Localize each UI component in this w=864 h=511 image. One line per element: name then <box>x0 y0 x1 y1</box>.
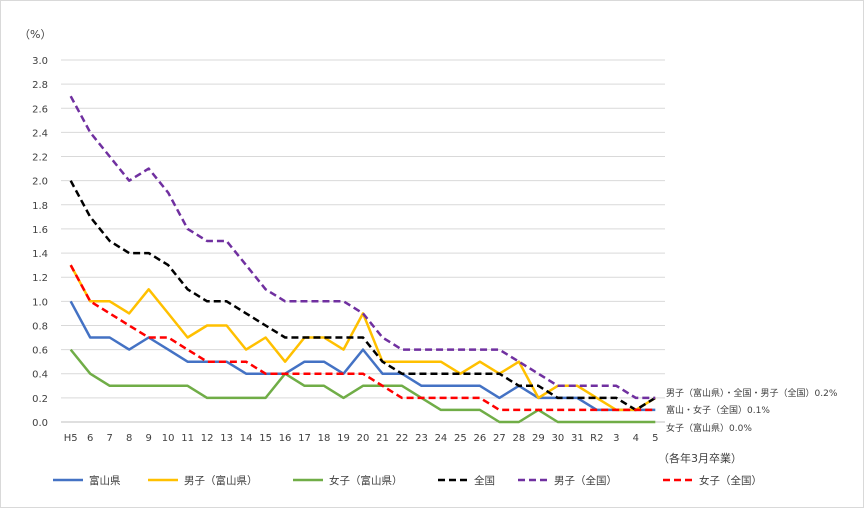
y-tick-label: 1.6 <box>32 225 48 236</box>
x-tick-label: 26 <box>474 433 487 444</box>
y-unit-label: （%） <box>19 28 51 41</box>
x-tick-label: 30 <box>551 433 564 444</box>
y-tick-label: 2.2 <box>32 153 48 164</box>
x-tick-label: 9 <box>145 433 151 444</box>
x-tick-label: 6 <box>87 433 93 444</box>
x-tick-label: 8 <box>126 433 132 444</box>
annotation-label: 女子（富山県）0.0% <box>666 422 752 434</box>
annotation-label: 男子（富山県）・全国・男子（全国）0.2% <box>666 387 838 399</box>
x-tick-label: 3 <box>613 433 619 444</box>
x-tick-label: 25 <box>454 433 467 444</box>
x-tick-label: R2 <box>590 433 603 444</box>
x-unit-label: （各年3月卒業） <box>658 451 742 465</box>
gridlines <box>61 59 665 423</box>
y-tick-label: 1.4 <box>32 249 48 260</box>
y-tick-label: 0.2 <box>32 394 48 405</box>
y-tick-label: 1.0 <box>32 297 48 308</box>
y-tick-label: 2.6 <box>32 104 48 115</box>
x-tick-label: 10 <box>162 433 175 444</box>
x-tick-label: 20 <box>357 433 370 444</box>
y-tick-label: 2.4 <box>32 128 48 139</box>
y-tick-label: 3.0 <box>32 56 48 67</box>
x-tick-label: 13 <box>220 433 233 444</box>
annotations: 男子（富山県）・全国・男子（全国）0.2% 富山・女子（全国）0.1% 女子（富山県… <box>666 387 838 434</box>
x-tick-label: 11 <box>181 433 194 444</box>
series-line <box>69 264 656 412</box>
annotation-label: 富山・女子（全国）0.1% <box>666 404 770 416</box>
legend-label: 男子（全国） <box>554 474 617 487</box>
x-tick-label: 4 <box>633 433 639 444</box>
x-tick-label: 24 <box>435 433 448 444</box>
legend: 富山県 男子（富山県） 女子（富山県） 全国 男子（全国） 女子（全国） <box>53 474 762 487</box>
x-tick-label: 14 <box>240 433 253 444</box>
x-tick-label: 18 <box>318 433 331 444</box>
x-tick-label: 23 <box>415 433 428 444</box>
y-axis: 0.0 0.2 0.4 0.6 0.8 1.0 1.2 1.4 1.6 1.8 2.0 2.2 2.4 2… <box>32 56 48 429</box>
x-tick-label: 19 <box>337 433 350 444</box>
y-tick-label: 1.2 <box>32 273 48 284</box>
x-tick-label: 7 <box>107 433 113 444</box>
x-tick-label: 22 <box>396 433 409 444</box>
y-tick-label: 2.0 <box>32 177 48 188</box>
y-tick-label: 0.8 <box>32 321 48 332</box>
x-tick-label: 5 <box>652 433 658 444</box>
x-tick-label: 29 <box>532 433 545 444</box>
y-tick-label: 2.8 <box>32 80 48 91</box>
y-tick-label: 1.8 <box>32 201 48 212</box>
legend-label: 女子（富山県） <box>329 474 403 487</box>
x-tick-label: 16 <box>279 433 292 444</box>
x-tick-label: H5 <box>64 433 78 444</box>
series-line <box>69 180 656 412</box>
y-tick-label: 0.6 <box>32 346 48 357</box>
series-lines <box>69 95 656 424</box>
y-tick-label: 0.0 <box>32 418 48 429</box>
series-line <box>69 300 656 412</box>
x-axis: H5 6 7 8 9 10 11 12 13 14 15 16 17 18 19 20 21 22 23 24 25 26… <box>64 433 659 444</box>
series-line <box>69 348 656 424</box>
legend-label: 女子（全国） <box>699 474 762 487</box>
y-tick-label: 0.4 <box>32 370 48 381</box>
x-tick-label: 17 <box>298 433 311 444</box>
x-tick-label: 21 <box>376 433 389 444</box>
legend-label: 富山県 <box>89 474 121 487</box>
x-tick-label: 12 <box>201 433 214 444</box>
legend-label: 全国 <box>474 474 495 487</box>
legend-label: 男子（富山県） <box>184 474 258 487</box>
x-tick-label: 27 <box>493 433 506 444</box>
x-tick-label: 15 <box>259 433 272 444</box>
x-tick-label: 28 <box>513 433 526 444</box>
x-tick-label: 31 <box>571 433 584 444</box>
series-line <box>69 95 656 400</box>
